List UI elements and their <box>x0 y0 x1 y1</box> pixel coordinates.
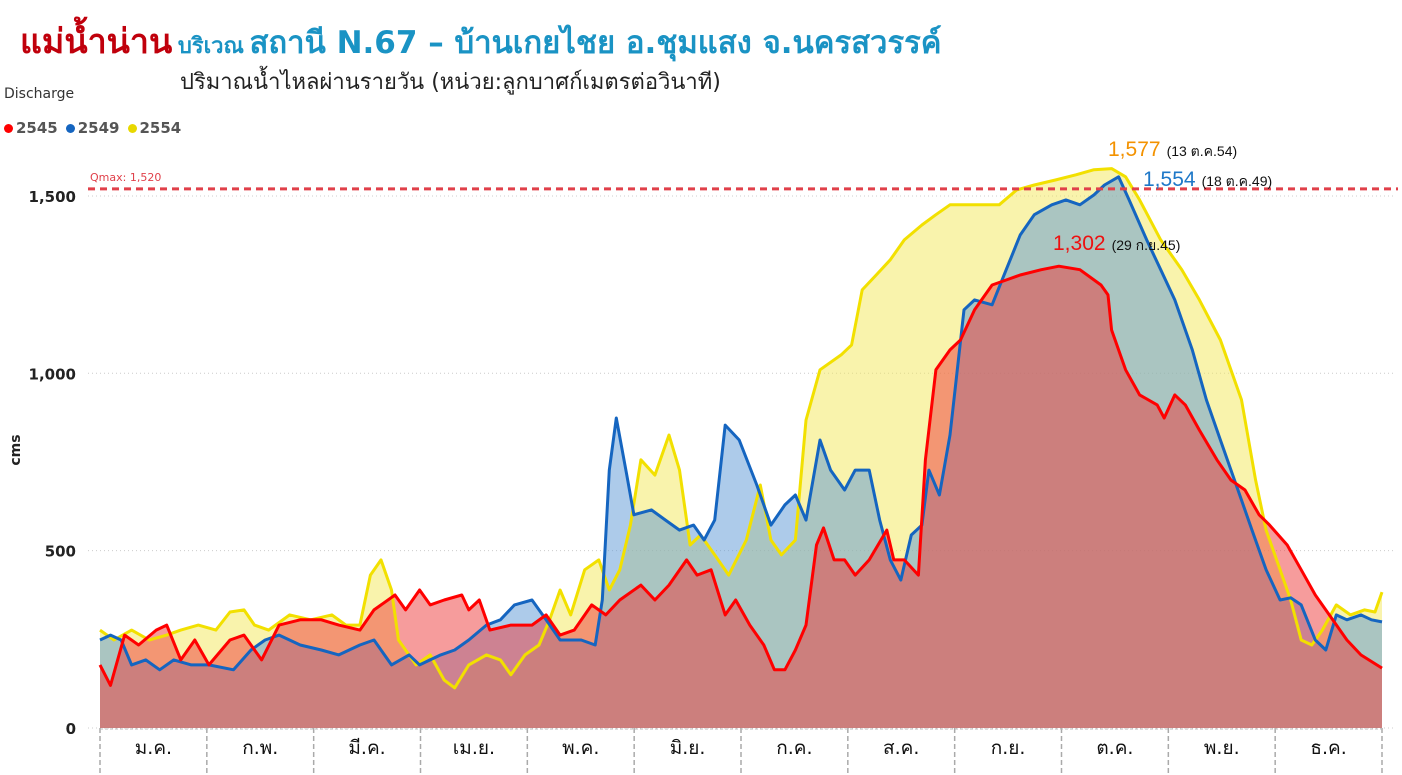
x-tick-label: พ.ค. <box>562 737 599 759</box>
legend: 2545 2549 2554 <box>4 119 181 137</box>
x-tick-label: มี.ค. <box>348 737 385 759</box>
chart-title: แม่น้ำน่าน บริเวณ สถานี N.67 – บ้านเกยไช… <box>20 14 942 68</box>
legend-label: 2554 <box>139 119 182 137</box>
peak-date: (13 ต.ค.54) <box>1167 143 1238 159</box>
peak-annotation: 1,554 (18 ต.ค.49) <box>1143 168 1272 191</box>
legend-label: 2545 <box>16 119 58 137</box>
x-tick-label: ก.ย. <box>991 737 1026 759</box>
area-label: บริเวณ <box>177 34 244 59</box>
x-tick-label: ก.พ. <box>242 737 278 759</box>
legend-dot <box>127 123 137 133</box>
x-tick-label: ธ.ค. <box>1310 737 1346 759</box>
line-2545 <box>98 264 1383 687</box>
y-tick-label: 500 <box>45 543 76 561</box>
chart-subtitle: ปริมาณน้ำไหลผ่านรายวัน (หน่วย:ลูกบาศก์เม… <box>180 70 721 95</box>
peak-value: 1,577 <box>1108 138 1161 161</box>
legend-dot <box>65 123 75 133</box>
legend-label: 2549 <box>77 119 120 137</box>
x-tick-label: ม.ค. <box>135 737 172 759</box>
area-2545 <box>100 266 1382 728</box>
peak-value: 1,554 <box>1143 168 1196 191</box>
y-tick-label: 1,500 <box>29 188 76 206</box>
legend-item-2549[interactable]: 2549 <box>65 119 120 137</box>
legend-item-2545[interactable]: 2545 <box>4 119 58 137</box>
peak-value: 1,302 <box>1053 232 1106 255</box>
peak-date: (18 ต.ค.49) <box>1202 173 1273 189</box>
station-name: สถานี N.67 – บ้านเกยไชย อ.ชุมแสง จ.นครสว… <box>249 25 942 61</box>
peak-annotation: 1,577 (13 ต.ค.54) <box>1108 138 1237 161</box>
line-2554 <box>99 167 1384 690</box>
legend-title: Discharge <box>4 86 75 102</box>
legend-item-2554[interactable]: 2554 <box>127 119 182 137</box>
qmax-label: Qmax: 1,520 <box>90 171 161 184</box>
peak-annotation: 1,302 (29 ก.ย.45) <box>1053 232 1180 255</box>
y-tick-label: 1,000 <box>29 365 76 383</box>
x-tick-label: ส.ค. <box>883 737 919 759</box>
x-tick-label: พ.ย. <box>1204 737 1240 759</box>
line-2549 <box>99 175 1383 672</box>
peak-date: (29 ก.ย.45) <box>1112 237 1181 253</box>
legend-dot <box>4 123 13 133</box>
x-tick-label: มิ.ย. <box>670 737 706 759</box>
x-tick-label: ก.ค. <box>776 737 812 759</box>
y-axis-label: cms <box>8 434 24 465</box>
x-tick-label: ต.ค. <box>1096 737 1133 759</box>
river-name: แม่น้ำน่าน <box>20 22 173 62</box>
x-tick-label: เม.ย. <box>453 737 495 759</box>
y-tick-label: 0 <box>66 720 76 738</box>
